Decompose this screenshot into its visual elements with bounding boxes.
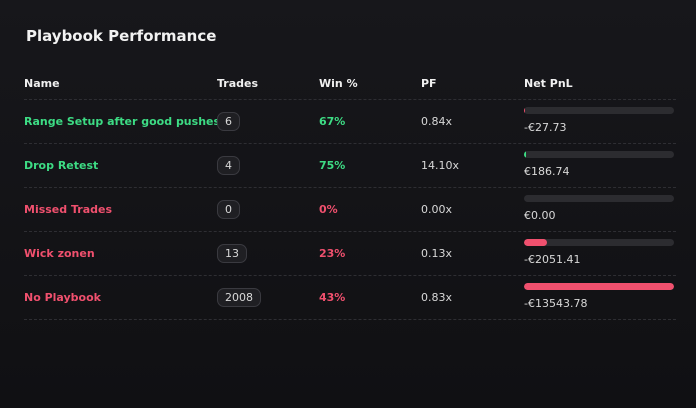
profit-factor: 0.00x	[421, 203, 453, 216]
separator	[24, 275, 676, 276]
pnl-bar	[524, 151, 527, 158]
profit-factor: 0.84x	[421, 115, 453, 128]
profit-factor: 14.10x	[421, 159, 460, 172]
column-header: Net PnL	[524, 77, 573, 90]
net-pnl: €186.74	[524, 165, 570, 178]
separator	[24, 231, 676, 232]
column-header: Trades	[217, 77, 259, 90]
net-pnl: -€2051.41	[524, 253, 581, 266]
net-pnl: -€27.73	[524, 121, 567, 134]
separator	[24, 187, 676, 188]
win-rate: 0%	[319, 203, 338, 216]
column-header: Win %	[319, 77, 358, 90]
trades-count: 4	[217, 156, 240, 175]
trades-count: 0	[217, 200, 240, 219]
trades-count: 2008	[217, 288, 261, 307]
pnl-bar	[524, 283, 674, 290]
separator	[24, 319, 676, 320]
separator	[24, 143, 676, 144]
column-header: PF	[421, 77, 437, 90]
win-rate: 75%	[319, 159, 346, 172]
profit-factor: 0.13x	[421, 247, 453, 260]
pnl-track	[524, 239, 674, 246]
trades-count: 6	[217, 112, 240, 131]
profit-factor: 0.83x	[421, 291, 453, 304]
pnl-track	[524, 195, 674, 202]
panel-title: Playbook Performance	[26, 27, 217, 45]
playbook-name: Wick zonen	[24, 247, 95, 260]
playbook-name: Range Setup after good pushes	[24, 115, 221, 128]
separator	[24, 99, 676, 100]
playbook-name: Drop Retest	[24, 159, 99, 172]
trades-count: 13	[217, 244, 247, 263]
net-pnl: -€13543.78	[524, 297, 588, 310]
win-rate: 67%	[319, 115, 346, 128]
win-rate: 23%	[319, 247, 346, 260]
pnl-track	[524, 151, 674, 158]
playbook-name: No Playbook	[24, 291, 101, 304]
win-rate: 43%	[319, 291, 346, 304]
pnl-track	[524, 283, 674, 290]
column-header: Name	[24, 77, 60, 90]
pnl-track	[524, 107, 674, 114]
pnl-bar	[524, 239, 547, 246]
net-pnl: €0.00	[524, 209, 556, 222]
playbook-name: Missed Trades	[24, 203, 112, 216]
